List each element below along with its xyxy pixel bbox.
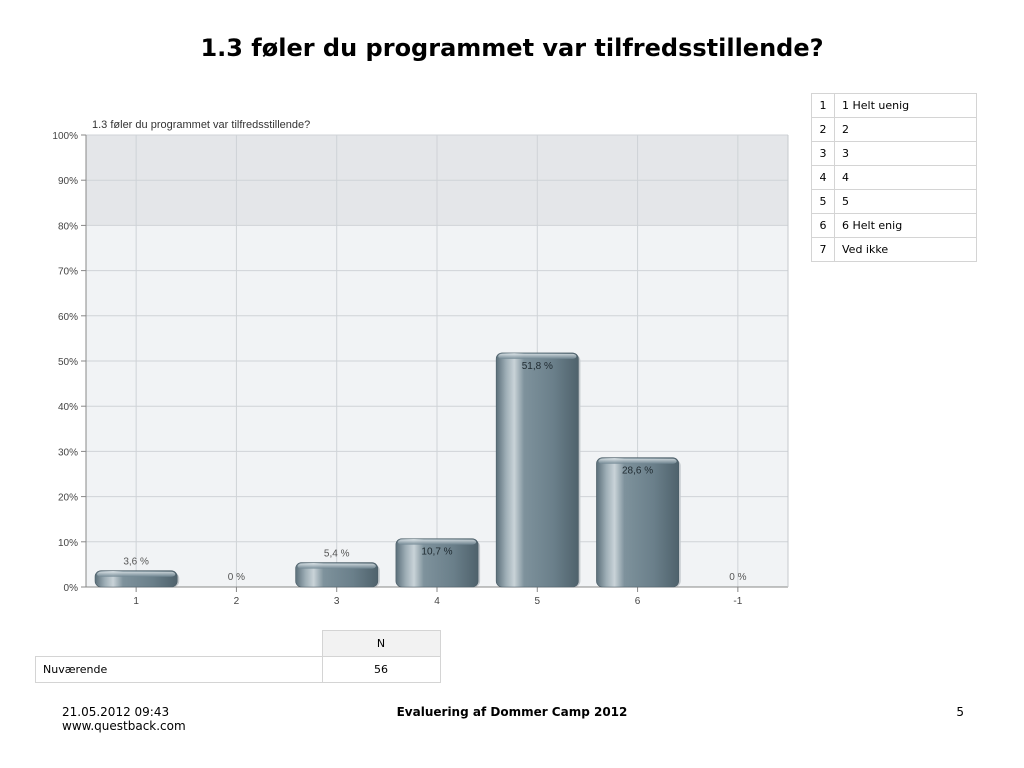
footer-timestamp: 21.05.2012 09:43 xyxy=(62,705,170,719)
footer-website: www.questback.com xyxy=(62,719,186,733)
legend-label: 3 xyxy=(834,141,977,166)
x-tick-label: -1 xyxy=(733,596,742,607)
n-table-corner xyxy=(36,631,323,657)
y-tick-label: 20% xyxy=(58,493,78,504)
grid-layer xyxy=(86,134,788,588)
legend-label: 4 xyxy=(834,165,977,190)
n-table-header: N xyxy=(321,630,441,657)
y-tick-label: 90% xyxy=(58,176,78,187)
n-table-row: Nuværende 56 xyxy=(35,656,441,683)
n-table-row-value: 56 xyxy=(321,656,441,683)
bar-chart: 1.3 føler du programmet var tilfredsstil… xyxy=(36,108,802,620)
legend-code: 4 xyxy=(811,165,835,190)
n-table-row-label: Nuværende xyxy=(35,656,323,683)
legend-label: 2 xyxy=(834,117,977,142)
footer-page-number: 5 xyxy=(956,705,964,719)
legend-code: 5 xyxy=(811,189,835,214)
footer-center: Evaluering af Dommer Camp 2012 xyxy=(396,705,628,719)
data-label: 10,7 % xyxy=(421,547,452,558)
bar xyxy=(395,538,479,588)
y-tick-label: 60% xyxy=(58,312,78,323)
legend-code: 7 xyxy=(811,237,835,262)
x-tick-label: 5 xyxy=(535,596,541,607)
legend-label: 1 Helt uenig xyxy=(834,93,977,118)
x-tick-label: 3 xyxy=(334,596,340,607)
data-label: 51,8 % xyxy=(522,361,553,372)
bar-cap xyxy=(397,539,477,545)
x-tick-label: 6 xyxy=(635,596,641,607)
label-layer: 3,6 % 0 % 5,4 % 10,7 % 51,8 % 28,6 % 0 % xyxy=(123,361,746,583)
data-label: 0 % xyxy=(729,572,746,583)
page-title: 1.3 føler du programmet var tilfredsstil… xyxy=(200,34,824,62)
bar-cap xyxy=(498,353,577,359)
legend-label: 5 xyxy=(834,189,977,214)
y-tick-label: 50% xyxy=(58,357,78,368)
y-tick-label: 70% xyxy=(58,267,78,278)
y-tick-label: 30% xyxy=(58,447,78,458)
x-tick-label: 2 xyxy=(234,596,240,607)
y-tick-label: 40% xyxy=(58,402,78,413)
bar-layer xyxy=(94,352,681,588)
x-tick-label: 4 xyxy=(434,596,440,607)
y-tick-label: 100% xyxy=(52,131,78,142)
legend-code: 3 xyxy=(811,141,835,166)
y-tick-label: 80% xyxy=(58,221,78,232)
x-tick-label: 1 xyxy=(133,596,139,607)
n-table: N Nuværende 56 xyxy=(35,630,441,683)
legend-label: Ved ikke xyxy=(834,237,977,262)
legend-code: 6 xyxy=(811,213,835,238)
data-label: 0 % xyxy=(228,572,245,583)
bar-cap xyxy=(297,563,376,569)
data-label: 5,4 % xyxy=(324,549,350,560)
bar-cap xyxy=(598,458,677,464)
footer-left: 21.05.2012 09:43 www.questback.com xyxy=(62,705,186,733)
bar xyxy=(295,562,379,588)
bar xyxy=(596,457,679,588)
chart-title: 1.3 føler du programmet var tilfredsstil… xyxy=(92,119,310,131)
legend-code: 1 xyxy=(811,93,835,118)
legend-code: 2 xyxy=(811,117,835,142)
data-label: 3,6 % xyxy=(123,557,149,568)
bar-cap xyxy=(97,571,176,577)
y-tick-label: 10% xyxy=(58,538,78,549)
chart-svg: 1.3 føler du programmet var tilfredsstil… xyxy=(52,119,789,607)
y-tick-label: 0% xyxy=(64,583,79,594)
data-label: 28,6 % xyxy=(622,466,653,477)
legend-row: 7 Ved ikke xyxy=(811,237,977,262)
n-table-header-row: N xyxy=(36,630,441,657)
legend-label: 6 Helt enig xyxy=(834,213,977,238)
bar xyxy=(495,352,579,588)
